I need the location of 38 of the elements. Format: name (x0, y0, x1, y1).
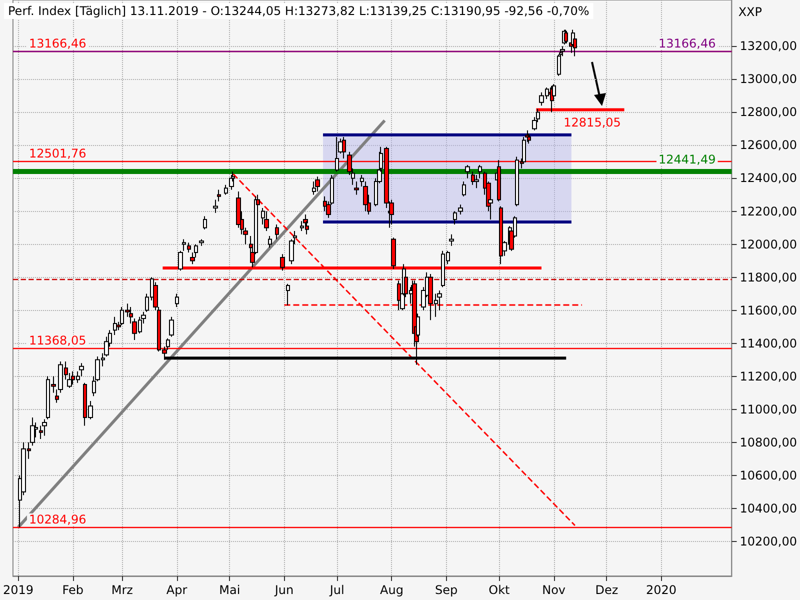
x-tick-label: 2019 (2, 583, 34, 597)
ref-line-label: 13166,46 (658, 36, 716, 51)
y-tick-label: 11600,00 (740, 303, 798, 318)
y-tick-label: 10600,00 (740, 468, 798, 482)
y-tick-label: 11800,00 (740, 270, 798, 284)
y-tick-label: 12400,00 (740, 171, 798, 186)
y-tick-label: 12200,00 (740, 204, 798, 218)
x-tick-label: Apr (166, 583, 188, 597)
y-tick-label: 13200,00 (740, 39, 798, 54)
ref-line-label: 11368,05 (28, 334, 86, 348)
data-label: 12815,05 (564, 116, 621, 130)
y-tick-label: 11400,00 (740, 336, 798, 350)
x-tick-label: 2020 (646, 583, 677, 597)
ref-line-label: 13166,46 (28, 36, 86, 51)
x-tick-label: Okt (488, 583, 510, 597)
ref-line-label: 12441,49 (658, 152, 716, 166)
x-tick-label: Feb (62, 583, 84, 597)
y-tick-label: 11000,00 (740, 402, 798, 416)
chart-title: Perf. Index [Täglich] 13.11.2019 - O:13244,05 H:13273,82 L:13139,25 C:13190,95 -92,56 -0,70% (8, 4, 590, 18)
y-tick-label: 13000,00 (740, 72, 798, 86)
y-axis-title: XXP (738, 5, 762, 19)
x-tick-label: Mrz (111, 583, 133, 597)
y-tick-label: 10200,00 (740, 534, 798, 548)
x-tick-label: Jul (328, 583, 344, 597)
y-tick-label: 12600,00 (740, 138, 798, 152)
y-tick-label: 10800,00 (740, 435, 798, 450)
ref-line-label: 12501,76 (28, 146, 86, 160)
x-tick-label: Mai (219, 583, 240, 597)
y-tick-label: 10400,00 (740, 501, 798, 516)
y-tick-label: 12800,00 (740, 105, 798, 120)
x-tick-label: Aug (380, 583, 404, 597)
x-tick-label: Sep (435, 583, 458, 597)
ref-line-label: 10284,96 (28, 512, 86, 526)
y-tick-label: 11200,00 (740, 369, 798, 384)
y-tick-label: 12000,00 (740, 237, 798, 252)
x-tick-label: Dez (595, 583, 618, 597)
x-tick-label: Nov (542, 583, 566, 597)
x-tick-label: Jun (274, 583, 294, 597)
